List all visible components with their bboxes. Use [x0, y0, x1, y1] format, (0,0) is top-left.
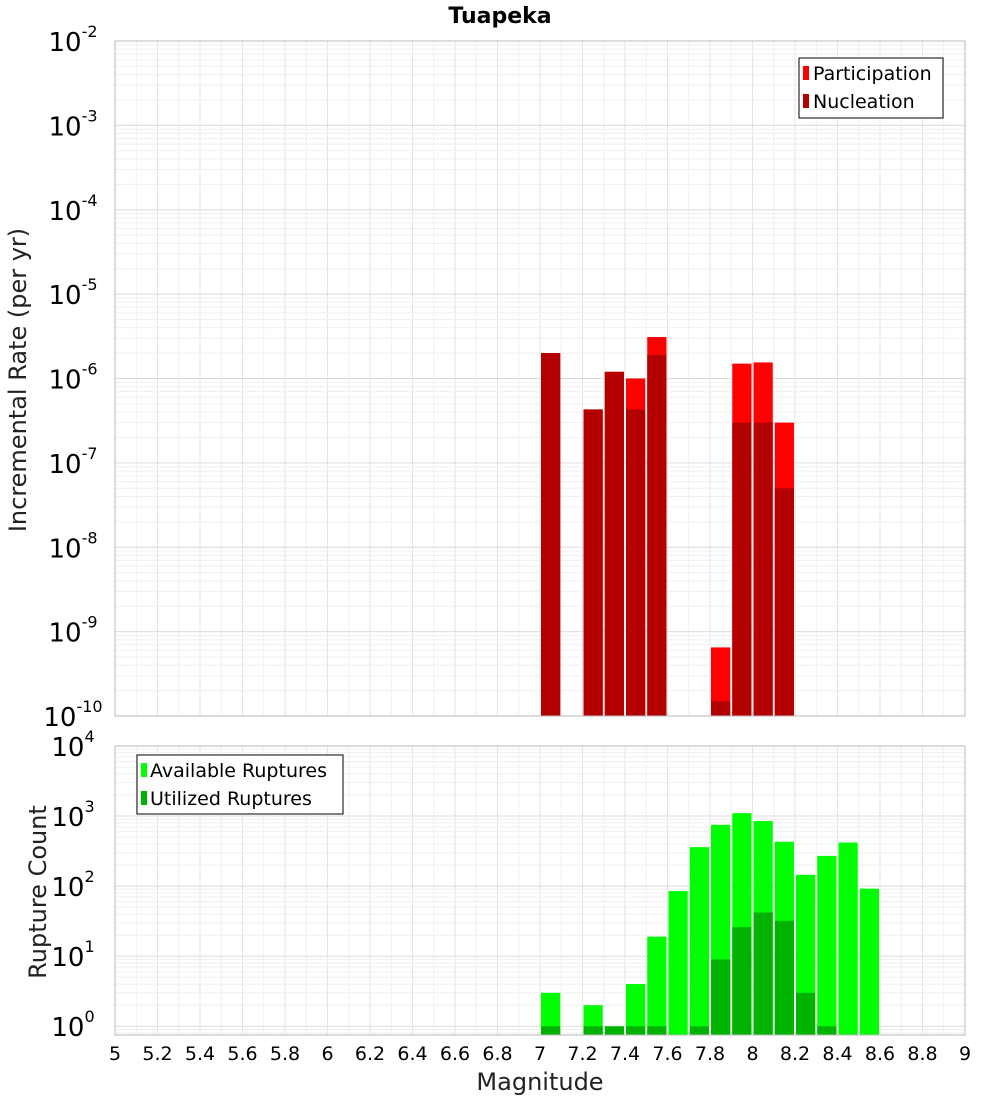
rate-grid — [114, 40, 966, 717]
rate-bar-nucleation — [753, 422, 773, 716]
rate-bars — [541, 337, 794, 716]
count-legend: Available Ruptures Utilized Ruptures — [136, 754, 344, 815]
x-tick-label: 9 — [959, 1043, 971, 1065]
count-bar-available-ruptures — [838, 842, 858, 1035]
x-tick-label: 5 — [109, 1043, 121, 1065]
rate-bar-nucleation — [583, 409, 603, 716]
legend-label-available: Available Ruptures — [150, 760, 327, 782]
count-y-tick-label: 103 — [51, 797, 94, 833]
legend-swatch-utilized — [141, 791, 147, 805]
x-tick-label: 5.4 — [185, 1043, 215, 1065]
x-tick-label: 7.6 — [652, 1043, 682, 1065]
count-bar-utilized-ruptures — [753, 912, 773, 1035]
legend-swatch-nucleation — [803, 94, 809, 108]
legend-label-utilized: Utilized Ruptures — [150, 788, 312, 810]
rate-bar-participation — [711, 647, 731, 716]
count-bar-utilized-ruptures — [626, 1026, 646, 1035]
x-tick-label: 6.2 — [355, 1043, 385, 1065]
x-tick-label: 6.6 — [440, 1043, 470, 1065]
count-y-ticks: 104 103 102 101 100 — [51, 727, 94, 1043]
count-bars — [541, 813, 879, 1035]
count-bar-utilized-ruptures — [689, 1026, 709, 1035]
legend-label-nucleation: Nucleation — [813, 91, 915, 113]
x-tick-label: 7.8 — [695, 1043, 725, 1065]
rate-y-tick-label: 10-5 — [48, 275, 97, 311]
x-tick-label: 5.8 — [270, 1043, 300, 1065]
x-tick-label: 6.4 — [397, 1043, 427, 1065]
count-bar-utilized-ruptures — [583, 1026, 603, 1035]
rate-y-ticks: 10-2 10-3 10-4 10-5 10-6 10-7 10-8 10-9 10-10 — [43, 22, 102, 733]
count-bar-available-ruptures — [859, 888, 879, 1035]
rate-plot-border — [114, 40, 966, 717]
count-panel: 104 103 102 101 100 5 5.2 5.4 5.6 5.8 6 6.2 6.4 6.6 6… — [24, 727, 971, 1096]
rate-y-tick-label: 10-7 — [48, 444, 97, 480]
rate-panel: 10-2 10-3 10-4 10-5 10-6 10-7 10-8 10-9 10-10 In… — [4, 22, 966, 733]
count-bar-utilized-ruptures — [817, 1026, 837, 1035]
count-bar-utilized-ruptures — [604, 1026, 624, 1035]
count-y-tick-label: 104 — [51, 727, 94, 763]
x-axis-label: Magnitude — [476, 1068, 603, 1096]
count-y-tick-label: 102 — [51, 867, 94, 903]
x-tick-label: 5.6 — [227, 1043, 257, 1065]
rate-bar-nucleation — [541, 353, 561, 716]
count-bar-available-ruptures — [541, 992, 561, 1035]
x-tick-label: 6 — [321, 1043, 333, 1065]
rate-bar-nucleation — [604, 371, 624, 716]
count-y-axis-label: Rupture Count — [24, 805, 52, 979]
x-tick-label: 8 — [746, 1043, 758, 1065]
count-y-tick-label: 101 — [51, 937, 94, 973]
rate-bar-nucleation — [774, 488, 794, 716]
rate-y-tick-label: 10-8 — [48, 528, 97, 564]
count-bar-utilized-ruptures — [774, 920, 794, 1035]
rate-legend-box — [798, 57, 944, 119]
count-legend-box — [136, 754, 344, 815]
rate-y-tick-label: 10-2 — [48, 22, 97, 58]
legend-swatch-available — [141, 763, 147, 777]
legend-swatch-participation — [803, 66, 809, 80]
rate-bar-nucleation — [626, 409, 646, 716]
x-tick-label: 7 — [534, 1043, 546, 1065]
rate-y-tick-label: 10-4 — [48, 191, 97, 227]
rate-bar-nucleation — [732, 422, 752, 716]
x-tick-label: 6.8 — [482, 1043, 512, 1065]
count-bar-utilized-ruptures — [711, 959, 731, 1035]
count-bar-available-ruptures — [647, 936, 667, 1035]
count-bar-available-ruptures — [689, 847, 709, 1035]
count-y-tick-label: 100 — [51, 1007, 94, 1043]
count-bar-available-ruptures — [817, 855, 837, 1035]
count-bar-utilized-ruptures — [541, 1026, 561, 1035]
x-tick-label: 8.8 — [907, 1043, 937, 1065]
count-bar-utilized-ruptures — [732, 927, 752, 1035]
x-tick-label: 5.2 — [142, 1043, 172, 1065]
rate-y-axis-label: Incremental Rate (per yr) — [4, 228, 32, 532]
rate-y-tick-label: 10-9 — [48, 613, 97, 649]
legend-label-participation: Participation — [813, 63, 932, 85]
x-tick-label: 8.6 — [865, 1043, 895, 1065]
rate-y-tick-label: 10-3 — [48, 106, 97, 142]
rate-y-tick-label: 10-6 — [48, 360, 97, 396]
x-tick-label: 8.2 — [780, 1043, 810, 1065]
rate-legend: Participation Nucleation — [798, 57, 944, 119]
chart-title: Tuapeka — [448, 4, 551, 29]
x-tick-label: 7.4 — [610, 1043, 640, 1065]
x-tick-label: 7.2 — [567, 1043, 597, 1065]
x-tick-label: 8.4 — [822, 1043, 852, 1065]
rate-y-tick-label: 10-10 — [43, 697, 102, 733]
count-bar-available-ruptures — [668, 891, 688, 1035]
x-tick-labels: 5 5.2 5.4 5.6 5.8 6 6.2 6.4 6.6 6.8 7 7.2 7.4 7.6 7.8 8… — [109, 1043, 971, 1065]
count-bar-utilized-ruptures — [796, 992, 816, 1035]
rate-bar-nucleation — [711, 701, 731, 716]
count-bar-utilized-ruptures — [647, 1026, 667, 1035]
rate-bar-nucleation — [647, 354, 667, 716]
count-bar-available-ruptures — [626, 984, 646, 1035]
count-plot-border — [114, 745, 966, 1036]
